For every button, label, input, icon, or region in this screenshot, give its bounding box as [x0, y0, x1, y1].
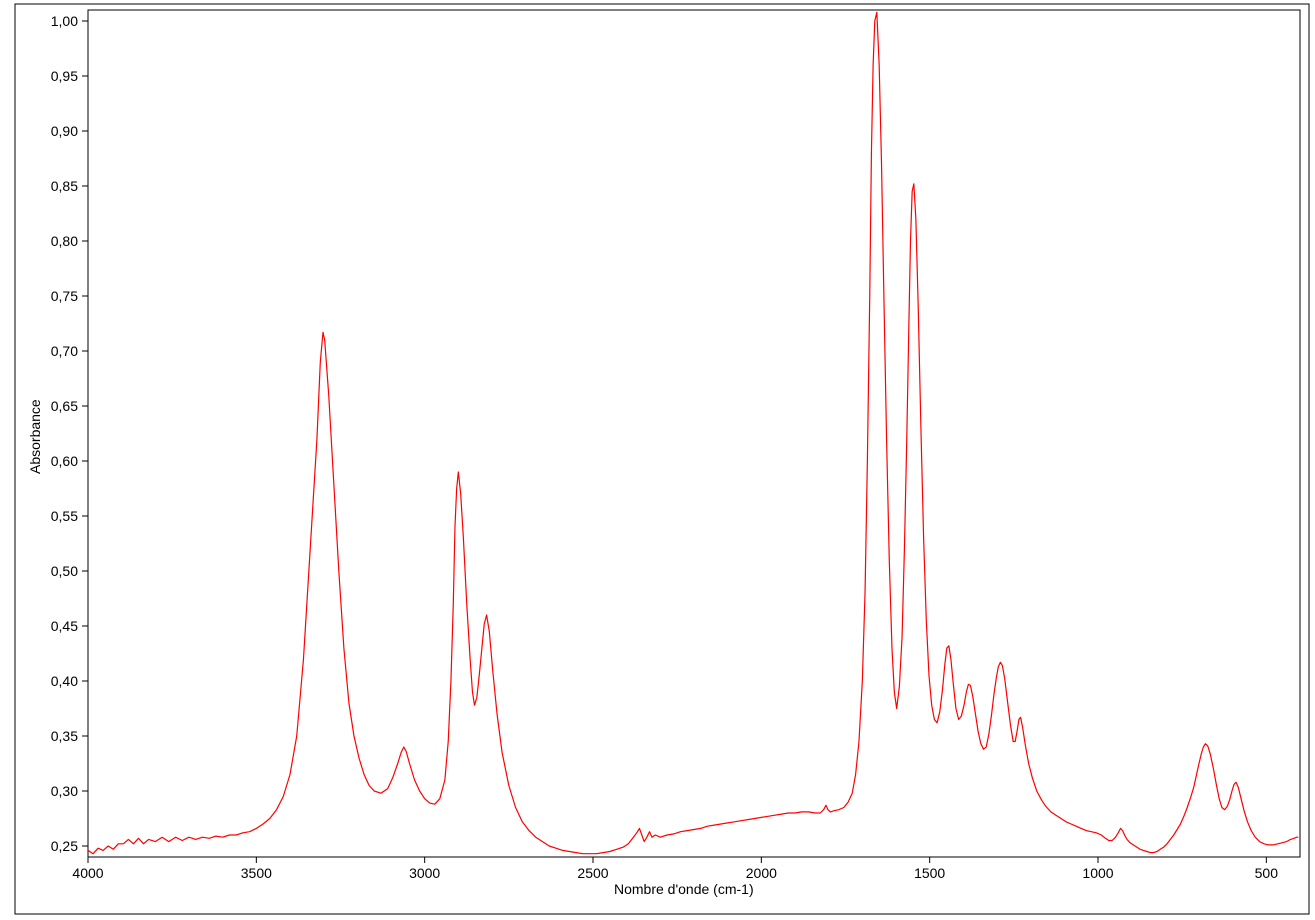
y-tick-label: 0,80 [44, 233, 78, 249]
x-tick-label: 1500 [914, 865, 945, 881]
y-tick-label: 0,75 [44, 288, 78, 304]
y-tick-label: 0,60 [44, 453, 78, 469]
x-tick-label: 3000 [409, 865, 440, 881]
x-tick-label: 4000 [72, 865, 103, 881]
x-tick-label: 2500 [577, 865, 608, 881]
x-tick-label: 3500 [241, 865, 272, 881]
y-tick-label: 0,25 [44, 838, 78, 854]
y-tick-label: 0,55 [44, 508, 78, 524]
y-axis-label: Absorbance [27, 399, 43, 474]
y-tick-label: 0,45 [44, 618, 78, 634]
y-tick-label: 0,50 [44, 563, 78, 579]
y-tick-label: 0,40 [44, 673, 78, 689]
y-tick-label: 0,70 [44, 343, 78, 359]
y-tick-label: 0,90 [44, 123, 78, 139]
x-tick-label: 2000 [746, 865, 777, 881]
y-tick-label: 0,35 [44, 728, 78, 744]
chart-background [0, 0, 1315, 920]
y-tick-label: 0,85 [44, 178, 78, 194]
y-tick-label: 1,00 [44, 13, 78, 29]
x-tick-label: 1000 [1082, 865, 1113, 881]
x-axis-label: Nombre d'onde (cm-1) [614, 881, 754, 897]
spectrum-chart [0, 0, 1315, 920]
y-tick-label: 0,30 [44, 783, 78, 799]
y-tick-label: 0,95 [44, 68, 78, 84]
x-tick-label: 500 [1255, 865, 1278, 881]
y-tick-label: 0,65 [44, 398, 78, 414]
